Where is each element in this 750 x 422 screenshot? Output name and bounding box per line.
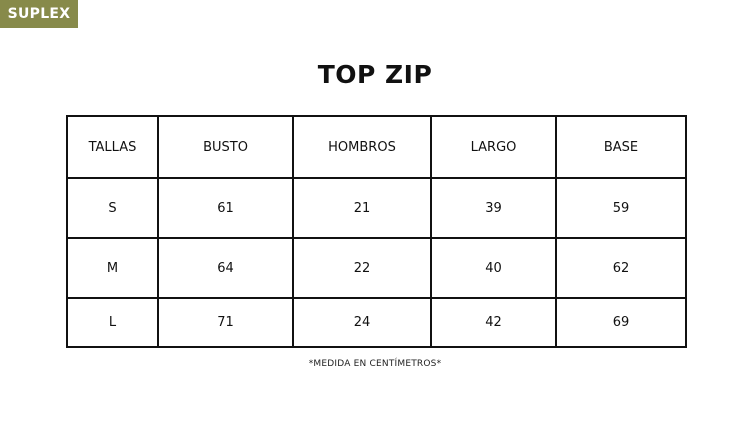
table-cell: 22	[292, 237, 432, 299]
header-cell: HOMBROS	[292, 115, 432, 179]
table-row: L 71 24 42 69	[66, 297, 687, 348]
table-cell: 59	[555, 177, 687, 239]
table-cell: M	[66, 237, 159, 299]
table-cell: 39	[430, 177, 557, 239]
table-cell: 24	[292, 297, 432, 348]
page-title: TOP ZIP	[317, 60, 433, 89]
header-cell: LARGO	[430, 115, 557, 179]
measurement-note: *MEDIDA EN CENTÍMETROS*	[308, 359, 442, 369]
table-cell: 40	[430, 237, 557, 299]
table-cell: 21	[292, 177, 432, 239]
table-cell: L	[66, 297, 159, 348]
table-cell: 69	[555, 297, 687, 348]
table-cell: 64	[157, 237, 294, 299]
fabric-badge: SUPLEX	[0, 0, 78, 28]
table-row: M 64 22 40 62	[66, 237, 687, 299]
table-cell: 42	[430, 297, 557, 348]
header-cell: TALLAS	[66, 115, 159, 179]
header-cell: BASE	[555, 115, 687, 179]
table-row: S 61 21 39 59	[66, 177, 687, 239]
table-header-row: TALLAS BUSTO HOMBROS LARGO BASE	[66, 115, 687, 179]
table-cell: 62	[555, 237, 687, 299]
header-cell: BUSTO	[157, 115, 294, 179]
table-cell: 61	[157, 177, 294, 239]
size-chart-table: TALLAS BUSTO HOMBROS LARGO BASE S 61 21 …	[66, 115, 687, 348]
table-cell: 71	[157, 297, 294, 348]
table-cell: S	[66, 177, 159, 239]
